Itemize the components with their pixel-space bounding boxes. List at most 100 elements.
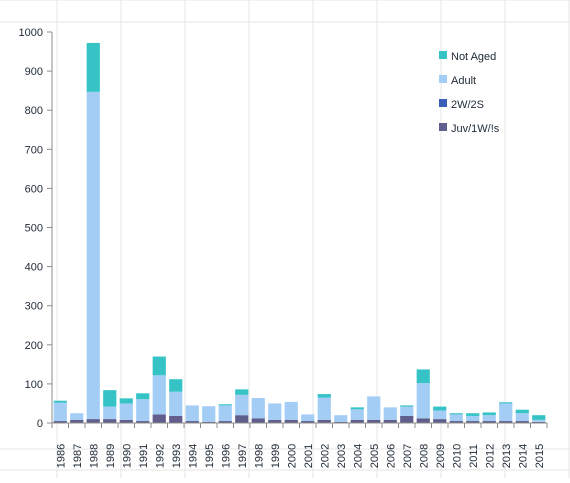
- x-tick-label-2015: 2015: [534, 444, 546, 468]
- x-tick-label-1987: 1987: [72, 444, 84, 468]
- bar-1997-not-aged: [235, 389, 249, 395]
- bar-1994-juv-1w-s: [185, 421, 199, 423]
- bar-2003-adult: [334, 415, 348, 422]
- bar-1993-juv-1w-s: [169, 415, 183, 423]
- bar-2009-adult: [433, 410, 447, 420]
- bar-1987-juv-1w-s: [70, 419, 84, 423]
- bar-1989-juv-1w-s: [103, 419, 117, 423]
- x-tick-label-2003: 2003: [336, 444, 348, 468]
- y-tick-label-200: 200: [25, 340, 43, 352]
- bar-1986-adult: [53, 402, 67, 422]
- bar-2011-adult: [466, 415, 480, 422]
- y-axis: 0 100 200 300 400 500 600 700 800 900 1000: [19, 27, 53, 430]
- bar-2012-juv-1w-s: [482, 421, 496, 423]
- y-tick-label-100: 100: [25, 379, 43, 391]
- y-tick-label-300: 300: [25, 301, 43, 313]
- bar-2014-adult: [515, 413, 529, 422]
- bar-2014-not-aged: [515, 409, 529, 414]
- bar-2011-not-aged: [466, 413, 480, 416]
- x-tick-label-2007: 2007: [402, 444, 414, 468]
- bar-2013-juv-1w-s: [499, 421, 513, 423]
- bar-2007-not-aged: [400, 405, 414, 407]
- bar-1986-juv-1w-s: [53, 421, 67, 423]
- x-tick-label-1992: 1992: [154, 444, 166, 468]
- x-tick-label-1993: 1993: [171, 444, 183, 468]
- bar-1992-adult: [152, 375, 166, 415]
- bar-2009-juv-1w-s: [433, 419, 447, 423]
- bar-2002-adult: [317, 397, 331, 420]
- x-tick-label-2002: 2002: [319, 444, 331, 468]
- y-tick-label-0: 0: [37, 418, 43, 430]
- legend-label-2w-2s: 2W/2S: [451, 99, 484, 111]
- legend-swatch-not-aged: [439, 51, 447, 59]
- x-tick-label-2014: 2014: [517, 444, 529, 468]
- x-tick-label-2011: 2011: [468, 444, 480, 468]
- bar-2000-juv-1w-s: [284, 419, 298, 423]
- bar-1994-adult: [185, 405, 199, 422]
- bar-1990-not-aged: [119, 398, 133, 404]
- bar-1989-not-aged: [103, 390, 117, 407]
- x-tick-label-2008: 2008: [418, 444, 430, 468]
- y-tick-label-400: 400: [25, 262, 43, 274]
- bar-1989-adult: [103, 406, 117, 420]
- bar-1999-juv-1w-s: [268, 419, 282, 423]
- x-tick-label-2012: 2012: [484, 444, 496, 468]
- bar-2008-not-aged: [416, 369, 430, 384]
- x-tick-label-1995: 1995: [204, 444, 216, 468]
- bar-2006-juv-1w-s: [383, 419, 397, 423]
- x-tick-label-1988: 1988: [88, 444, 100, 468]
- bar-2001-juv-1w-s: [301, 421, 315, 423]
- x-tick-label-2001: 2001: [303, 444, 315, 468]
- bar-1990-juv-1w-s: [119, 419, 133, 423]
- bar-2014-juv-1w-s: [515, 421, 529, 423]
- y-tick-label-900: 900: [25, 66, 43, 78]
- bar-2007-adult: [400, 406, 414, 416]
- bar-2011-juv-1w-s: [466, 421, 480, 423]
- bar-1993-not-aged: [169, 379, 183, 392]
- x-tick-label-1991: 1991: [138, 444, 150, 468]
- bar-2004-not-aged: [350, 407, 364, 410]
- bar-1992-not-aged: [152, 356, 166, 376]
- y-tick-label-1000: 1000: [19, 27, 43, 39]
- bar-1996-not-aged: [218, 404, 232, 406]
- x-tick-label-1996: 1996: [220, 444, 232, 468]
- x-tick-label-1999: 1999: [270, 444, 282, 468]
- x-tick-label-1990: 1990: [121, 444, 133, 468]
- bar-1991-not-aged: [136, 393, 150, 400]
- legend-label-adult: Adult: [451, 75, 476, 87]
- bar-1991-juv-1w-s: [136, 421, 150, 423]
- legend-swatch-2w-2s: [439, 99, 447, 107]
- x-tick-label-2010: 2010: [451, 444, 463, 468]
- bar-2013-adult: [499, 403, 513, 422]
- bar-1998-juv-1w-s: [251, 418, 265, 423]
- legend-swatch-adult: [439, 75, 447, 83]
- bar-2013-not-aged: [499, 402, 513, 404]
- bar-1991-adult: [136, 399, 150, 422]
- x-tick-label-1998: 1998: [253, 444, 265, 468]
- x-tick-label-1994: 1994: [187, 444, 199, 468]
- bar-2006-adult: [383, 407, 397, 420]
- bar-2000-adult: [284, 401, 298, 420]
- bar-1997-adult: [235, 394, 249, 416]
- bar-2004-adult: [350, 409, 364, 420]
- bar-1995-juv-1w-s: [202, 421, 216, 423]
- bar-2015-adult: [532, 419, 546, 422]
- bar-2002-juv-1w-s: [317, 419, 331, 423]
- x-tick-label-2006: 2006: [385, 444, 397, 468]
- x-tick-label-2004: 2004: [352, 444, 364, 468]
- bar-2015-not-aged: [532, 415, 546, 420]
- bar-2010-juv-1w-s: [449, 421, 463, 423]
- bar-1988-juv-1w-s: [86, 419, 100, 423]
- legend-label-juv-1w-s: Juv/1W/!s: [451, 123, 500, 135]
- bar-2015-juv-1w-s: [532, 421, 546, 423]
- bar-2009-not-aged: [433, 406, 447, 411]
- y-tick-label-600: 600: [25, 183, 43, 195]
- bar-1988-not-aged: [86, 42, 100, 92]
- bar-2008-juv-1w-s: [416, 418, 430, 423]
- bar-2005-adult: [367, 396, 381, 420]
- bar-1999-adult: [268, 403, 282, 420]
- bar-2008-adult: [416, 383, 430, 419]
- bar-2005-juv-1w-s: [367, 419, 381, 423]
- bar-2004-juv-1w-s: [350, 419, 364, 423]
